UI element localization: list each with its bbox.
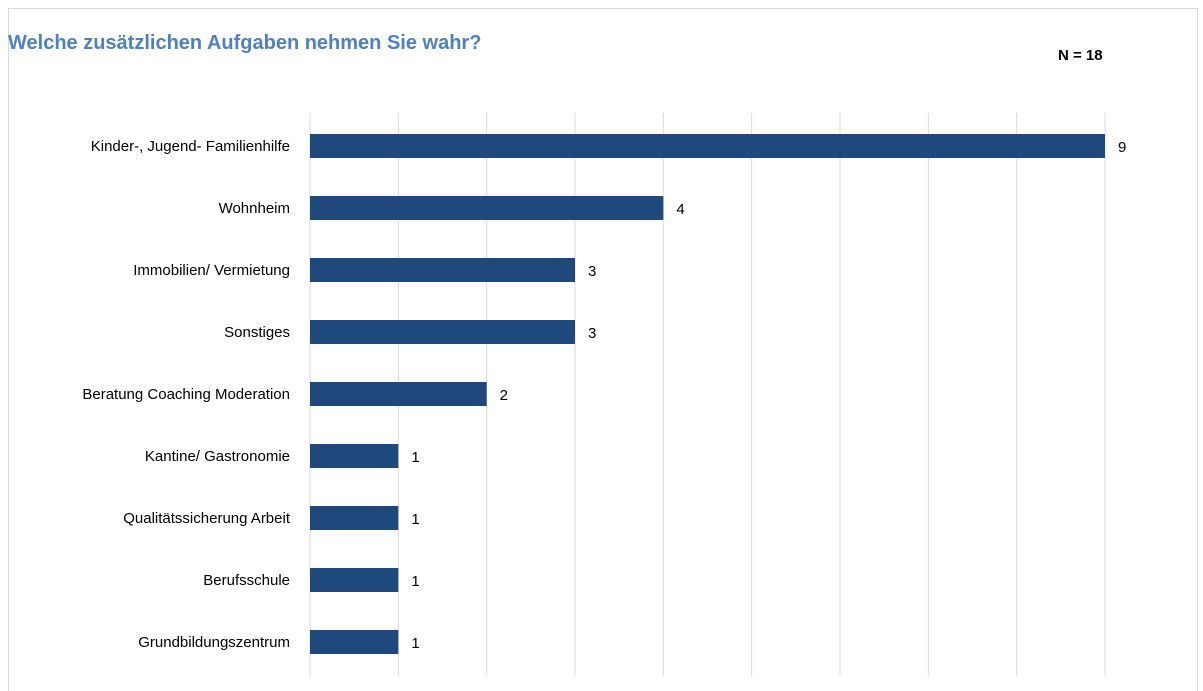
category-label: Grundbildungszentrum (138, 634, 290, 651)
category-label: Qualitätssicherung Arbeit (123, 510, 291, 527)
bar (310, 258, 575, 282)
category-label: Sonstiges (224, 324, 290, 341)
bar (310, 444, 399, 468)
sample-size-label: N = 18 (1058, 47, 1103, 64)
bar (310, 196, 664, 220)
value-label: 1 (411, 573, 419, 590)
value-label: 4 (676, 201, 684, 218)
chart-frame (8, 8, 1198, 691)
bars (310, 134, 1105, 654)
value-label: 3 (588, 325, 596, 342)
category-labels: Kinder-, Jugend- Familienhilfe Wohnheim Im… (82, 138, 290, 651)
value-labels: 9 4 3 3 2 1 1 1 1 (411, 139, 1126, 652)
bar (310, 320, 575, 344)
bar (310, 134, 1105, 158)
bar (310, 382, 487, 406)
value-label: 1 (411, 449, 419, 466)
chart-title: Welche zusätzlichen Aufgaben nehmen Sie … (8, 32, 482, 54)
category-label: Wohnheim (219, 200, 290, 217)
category-label: Immobilien/ Vermietung (133, 262, 290, 279)
category-label: Kinder-, Jugend- Familienhilfe (91, 138, 290, 155)
value-label: 3 (588, 263, 596, 280)
bar (310, 568, 399, 592)
value-label: 1 (411, 511, 419, 528)
bar (310, 630, 399, 654)
value-label: 2 (500, 387, 508, 404)
value-label: 1 (411, 635, 419, 652)
category-label: Beratung Coaching Moderation (82, 386, 290, 403)
category-label: Kantine/ Gastronomie (145, 448, 290, 465)
value-label: 9 (1118, 139, 1126, 156)
bar (310, 506, 399, 530)
category-label: Berufsschule (203, 572, 290, 589)
